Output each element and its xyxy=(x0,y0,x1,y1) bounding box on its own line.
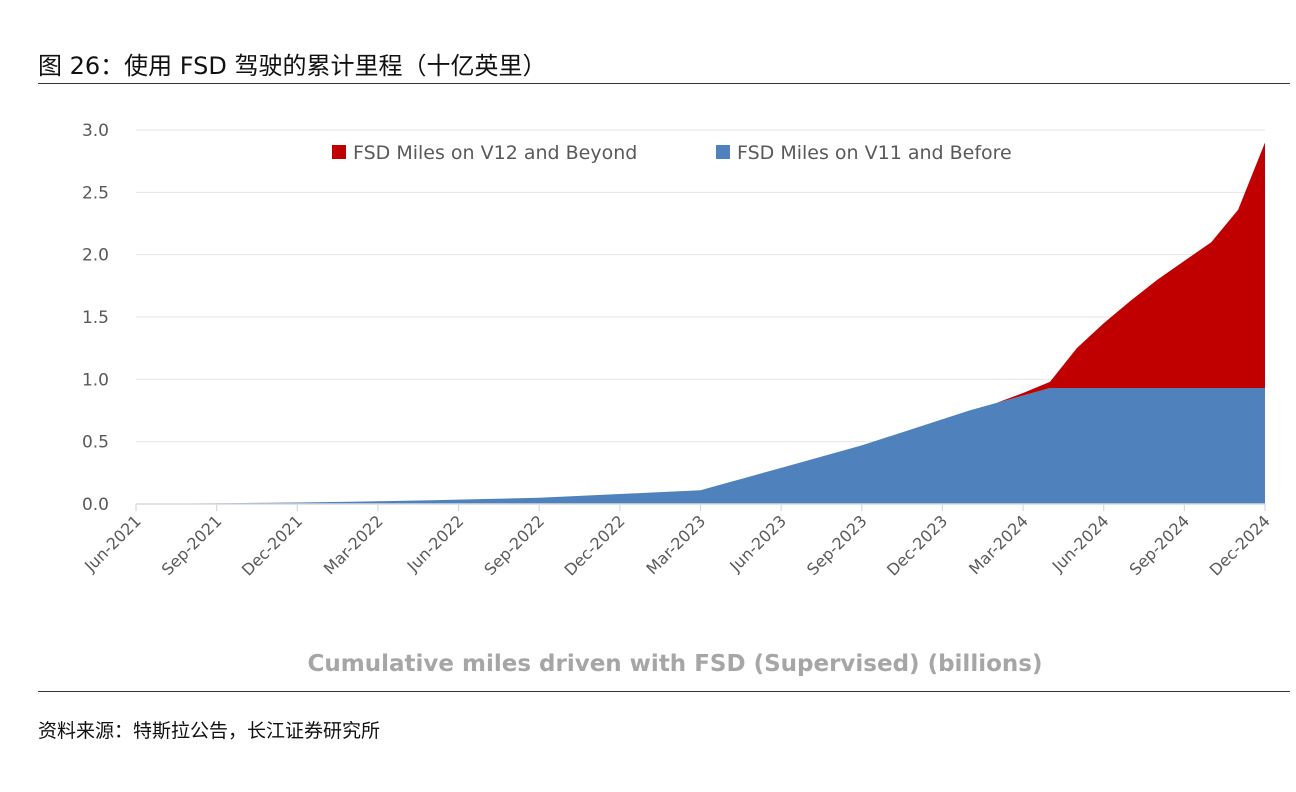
x-axis-label: Cumulative miles driven with FSD (Superv… xyxy=(308,651,1043,677)
x-tick-label: Sep-2024 xyxy=(1126,511,1194,579)
y-tick-label: 0.0 xyxy=(82,495,109,515)
x-tick-label: Sep-2022 xyxy=(480,511,548,579)
area-fsd-miles-on-v11-and-before xyxy=(136,388,1265,504)
source-note: 资料来源：特斯拉公告，长江证券研究所 xyxy=(38,720,381,742)
figure-title: 图 26：使用 FSD 驾驶的累计里程（十亿英里） xyxy=(38,52,547,80)
x-tick-label: Mar-2023 xyxy=(642,511,709,578)
y-tick-label: 2.0 xyxy=(82,246,109,266)
legend-swatch xyxy=(332,145,346,159)
title-rule xyxy=(38,83,1290,84)
y-tick-label: 0.5 xyxy=(82,433,109,453)
x-tick-label: Mar-2024 xyxy=(965,511,1032,578)
x-tick-label: Jun-2024 xyxy=(1048,511,1113,576)
area-series xyxy=(136,142,1265,504)
y-tick-label: 2.5 xyxy=(82,183,109,203)
x-tick-label: Dec-2021 xyxy=(238,511,306,579)
x-tick-label: Sep-2021 xyxy=(158,511,226,579)
legend-label: FSD Miles on V11 and Before xyxy=(737,142,1012,164)
x-tick-label: Dec-2024 xyxy=(1206,511,1274,579)
x-tick-label: Jun-2023 xyxy=(725,511,790,576)
x-tick-label: Sep-2023 xyxy=(803,511,871,579)
y-tick-label: 1.0 xyxy=(82,370,109,390)
y-tick-label: 1.5 xyxy=(82,308,109,328)
legend-item: FSD Miles on V12 and Beyond xyxy=(332,142,637,164)
x-tick-label: Dec-2022 xyxy=(560,511,628,579)
legend-label: FSD Miles on V12 and Beyond xyxy=(353,142,637,164)
x-tick-label: Dec-2023 xyxy=(883,511,951,579)
source-rule xyxy=(38,691,1290,692)
y-axis: 0.0 0.5 1.0 1.5 2.0 2.5 3.0 xyxy=(82,121,109,515)
y-tick-label: 3.0 xyxy=(82,121,109,141)
legend-item: FSD Miles on V11 and Before xyxy=(716,142,1012,164)
x-axis: Jun-2021 Sep-2021 Dec-2021 Mar-2022 Jun-2022… xyxy=(80,503,1274,580)
x-tick-label: Jun-2022 xyxy=(403,511,468,576)
x-tick-label: Mar-2022 xyxy=(320,511,387,578)
x-tick-label: Jun-2021 xyxy=(80,511,145,576)
legend-swatch xyxy=(716,145,730,159)
legend: FSD Miles on V12 and Beyond FSD Miles on … xyxy=(332,142,1012,164)
